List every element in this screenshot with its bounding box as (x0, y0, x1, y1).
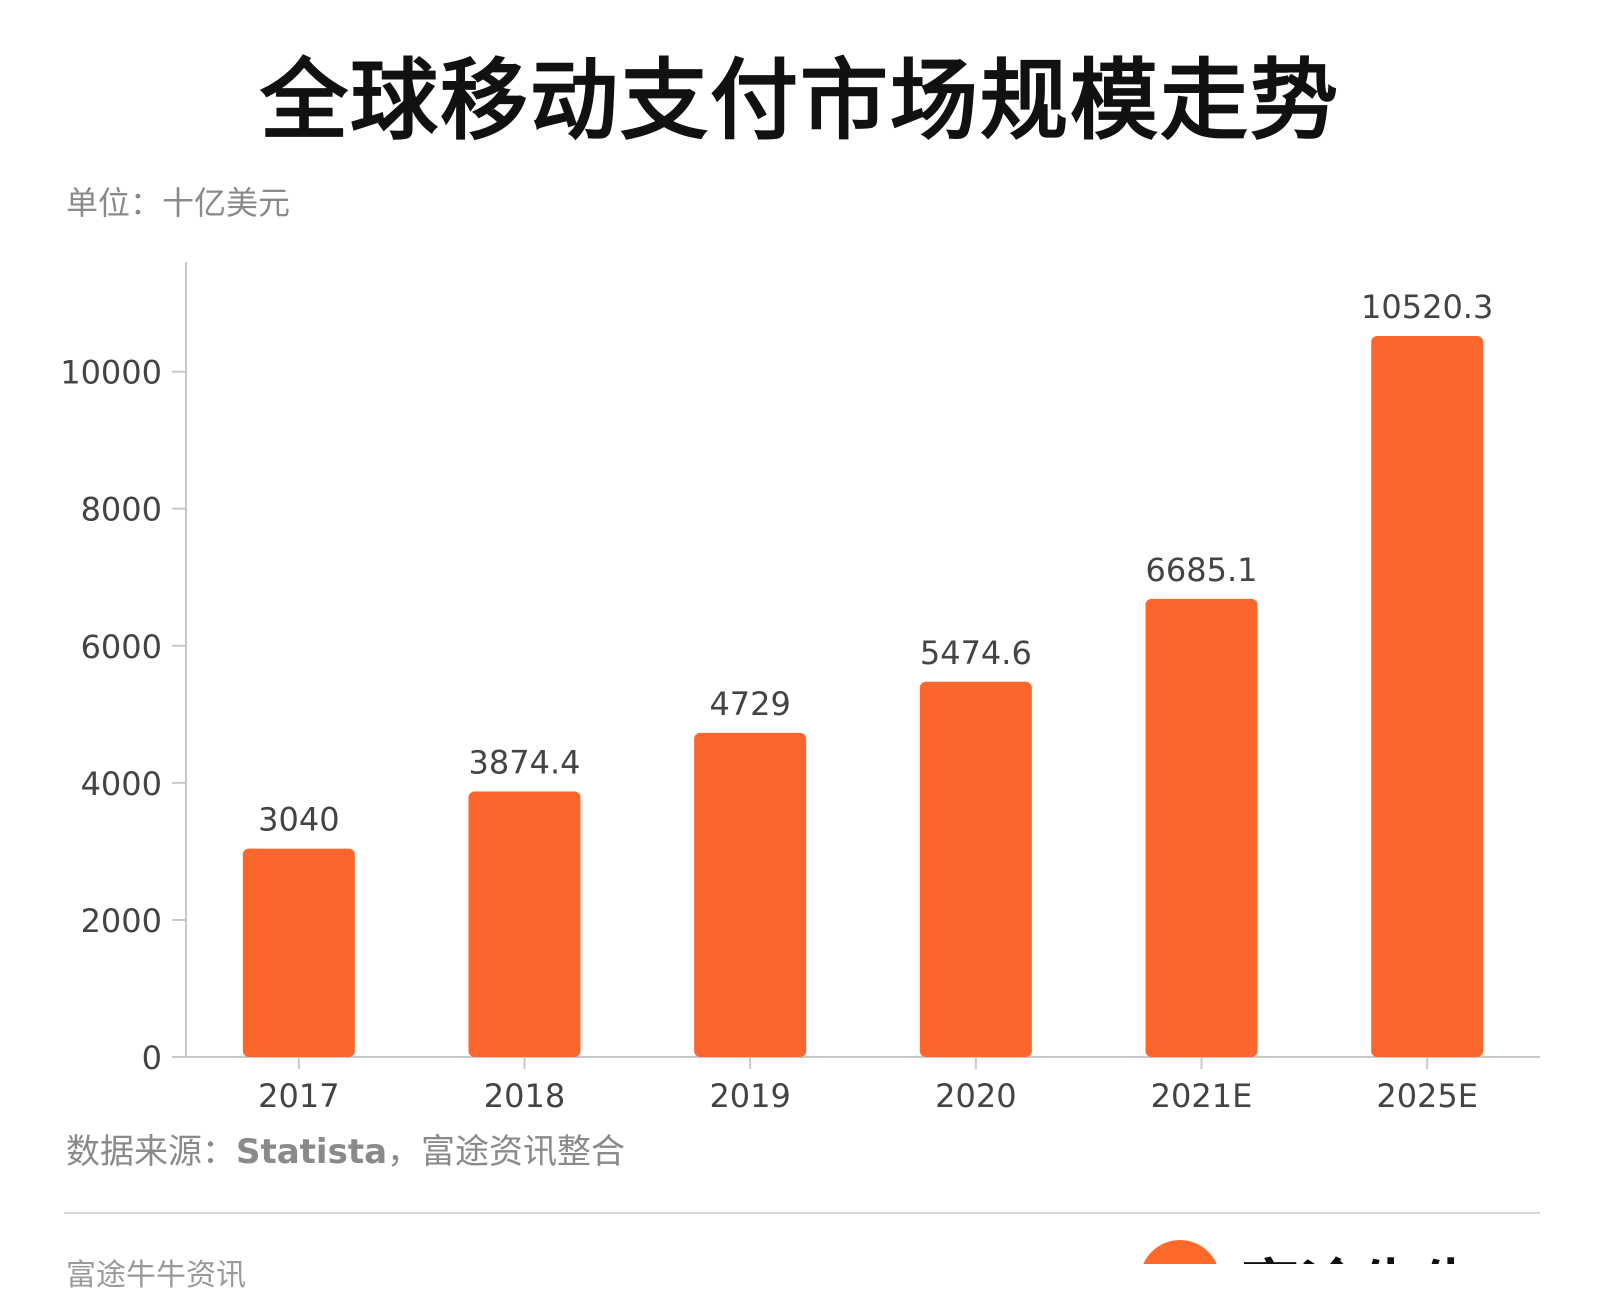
bar-value-label: 3874.4 (469, 743, 581, 781)
chart-title: 全球移动支付市场规模走势 (259, 49, 1340, 152)
logo-text: 富途牛牛 (1240, 1240, 1480, 1264)
x-tick-label: 2019 (709, 1077, 790, 1115)
y-tick-label: 0 (142, 1039, 162, 1077)
divider (64, 1212, 1540, 1214)
bar (694, 732, 807, 1057)
bar-value-label: 5474.6 (920, 634, 1032, 672)
y-tick-label: 10000 (60, 354, 162, 392)
y-tick-label: 8000 (81, 491, 162, 529)
brand-logo: 富途牛牛 (1140, 1240, 1540, 1264)
footer-left-text: 富途牛牛资讯 (66, 1258, 246, 1293)
source-name: Statista (236, 1132, 388, 1172)
bar-chart: 0 2000 4000 6000 8000 10000 3040 2017 3874.4 201… (60, 262, 1540, 1115)
bar-value-label: 10520.3 (1361, 288, 1493, 326)
unit-label: 单位：十亿美元 (66, 184, 291, 222)
bar-value-label: 3040 (258, 801, 339, 839)
y-tick-label: 6000 (81, 628, 162, 666)
y-tick-label: 2000 (81, 902, 162, 940)
source-rest: ，富途资讯整合 (387, 1132, 626, 1172)
bar (1145, 598, 1258, 1057)
x-tick-label: 2025E (1376, 1077, 1478, 1115)
x-tick-label: 2020 (935, 1077, 1016, 1115)
bar (242, 848, 355, 1057)
bar (468, 791, 581, 1057)
bar (919, 681, 1032, 1057)
x-tick-label: 2017 (258, 1077, 339, 1115)
data-source: 数据来源：Statista，富途资讯整合 (66, 1124, 625, 1173)
bar-value-label: 6685.1 (1146, 551, 1258, 589)
x-tick-label: 2018 (484, 1077, 565, 1115)
x-tick-label: 2021E (1151, 1077, 1253, 1115)
logo-mark-icon (1140, 1240, 1220, 1264)
bar (1371, 335, 1484, 1057)
y-tick-label: 4000 (81, 765, 162, 803)
bar-value-label: 4729 (709, 685, 790, 723)
source-label: 数据来源： (66, 1132, 236, 1172)
